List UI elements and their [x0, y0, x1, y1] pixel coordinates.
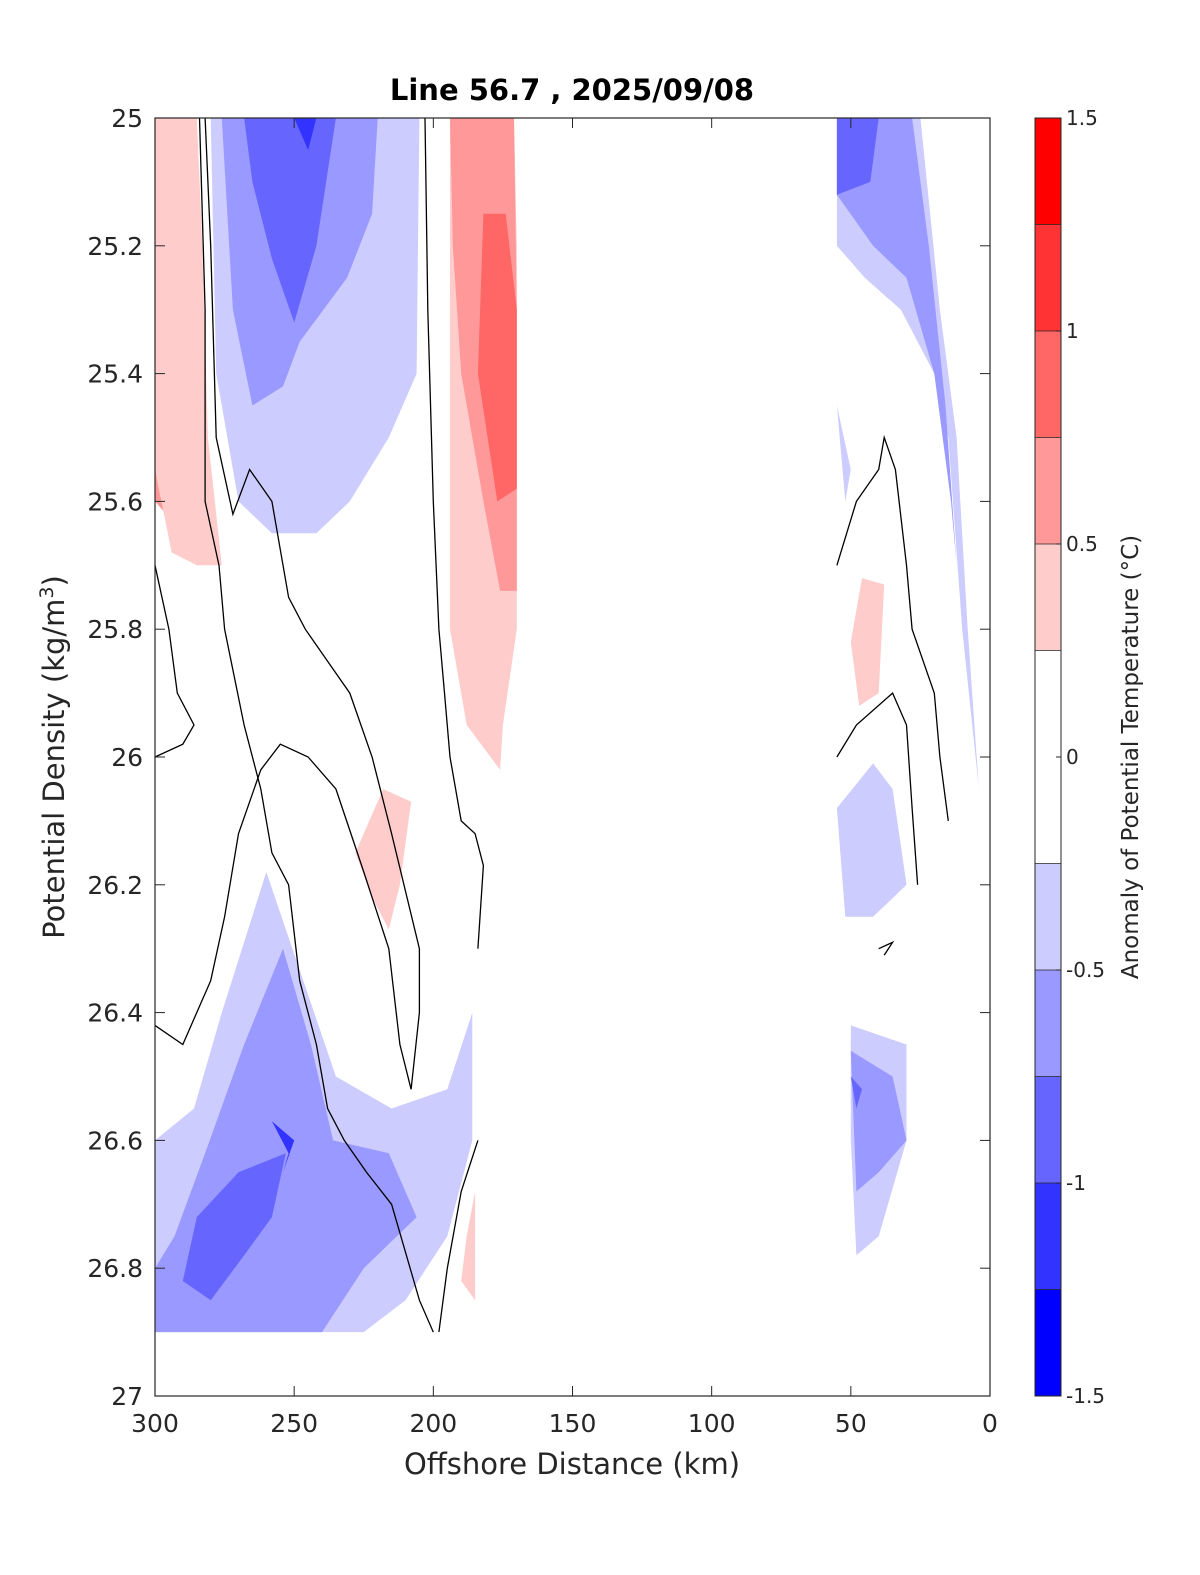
x-tick-label-6: 0 — [982, 1409, 998, 1438]
plot-frame — [154, 117, 991, 1397]
contour-region-22 — [836, 405, 851, 502]
x-tick-label-4: 100 — [688, 1409, 736, 1438]
colorbar-tick-label-6: -1.5 — [1066, 1384, 1105, 1408]
colorbar-tick-label-5: -1 — [1066, 1171, 1086, 1195]
colorbar-segment-2 — [1035, 331, 1061, 438]
zero-contour-line-6 — [836, 692, 919, 885]
y-tick-label-6: 26.2 — [87, 871, 143, 900]
zero-contour-line-1 — [155, 565, 195, 758]
colorbar-segment-5 — [1035, 650, 1061, 758]
colorbar-label: Anomaly of Potential Temperature (°C) — [1118, 535, 1144, 979]
zero-contour-layer — [155, 118, 949, 1333]
contour-region-10 — [850, 578, 885, 706]
colorbar-segment-3 — [1035, 437, 1061, 545]
colorbar-segment-9 — [1035, 1076, 1061, 1184]
y-tick-label-4: 25.8 — [87, 615, 143, 644]
colorbar-segment-11 — [1035, 1289, 1061, 1397]
x-tick-label-0: 300 — [131, 1409, 179, 1438]
colorbar-tick-label-4: -0.5 — [1066, 958, 1105, 982]
zero-contour-line-7 — [878, 940, 895, 956]
contour-region-18 — [271, 1121, 295, 1173]
colorbar-segment-4 — [1035, 544, 1061, 651]
zero-contour-line-2 — [155, 118, 421, 1090]
colorbar-segment-6 — [1035, 757, 1061, 864]
x-axis-tick-labels: 300 250 200 150 100 50 0 — [131, 1409, 998, 1438]
contour-region-21 — [836, 118, 879, 195]
zero-contour-line-3 — [424, 118, 485, 949]
colorbar-tick-label-1: 1 — [1066, 319, 1079, 343]
zero-contour-line-0 — [198, 118, 434, 1333]
y-tick-label-5: 26 — [111, 743, 143, 772]
y-tick-label-3: 25.6 — [87, 487, 143, 516]
x-axis-label: Offshore Distance (km) — [404, 1447, 740, 1481]
contour-region-13 — [244, 118, 336, 323]
x-tick-label-2: 200 — [409, 1409, 457, 1438]
contour-region-26 — [850, 1076, 862, 1109]
colorbar-tick-label-0: 1.5 — [1066, 106, 1098, 130]
zero-contour-line-4 — [438, 1140, 479, 1333]
contour-region-17 — [182, 1153, 286, 1301]
y-tick-label-9: 26.8 — [87, 1254, 143, 1283]
contour-region-20 — [836, 118, 957, 566]
colorbar-tick-label-2: 0.5 — [1066, 532, 1098, 556]
y-axis-label: Potential Density (kg/m3) — [36, 575, 71, 939]
colorbar-segment-10 — [1035, 1183, 1061, 1290]
contour-region-9 — [461, 1191, 476, 1301]
chart-title: Line 56.7 , 2025/09/08 — [390, 73, 754, 107]
y-tick-label-1: 25.2 — [87, 232, 143, 261]
x-tick-label-3: 150 — [549, 1409, 597, 1438]
contour-region-7 — [477, 213, 517, 502]
contour-region-14 — [294, 118, 317, 150]
colorbar-segment-7 — [1035, 863, 1061, 971]
colorbar — [1034, 117, 1062, 1397]
zero-contour-line-5 — [836, 434, 949, 821]
colorbar-segment-1 — [1035, 224, 1061, 332]
colorbar-tick-label-3: 0 — [1066, 745, 1079, 769]
y-tick-label-8: 26.6 — [87, 1126, 143, 1155]
x-tick-label-5: 50 — [835, 1409, 867, 1438]
colorbar-tick-labels: 1.5 1 0.5 0 -0.5 -1 -1.5 — [1066, 106, 1105, 1408]
contour-region-23 — [836, 763, 907, 917]
colorbar-segment-8 — [1035, 970, 1061, 1077]
y-tick-label-10: 27 — [111, 1382, 143, 1411]
contour-region-8 — [355, 789, 412, 930]
contour-region-25 — [850, 1050, 907, 1192]
x-tick-label-1: 250 — [270, 1409, 318, 1438]
colorbar-segment-0 — [1035, 118, 1061, 225]
y-tick-label-2: 25.4 — [87, 360, 143, 389]
y-tick-label-0: 25 — [111, 104, 143, 133]
y-tick-label-7: 26.4 — [87, 999, 143, 1028]
y-axis-tick-labels: 25 25.2 25.4 25.6 25.8 26 26.2 26.4 26.6 26.8 27 — [87, 104, 143, 1411]
